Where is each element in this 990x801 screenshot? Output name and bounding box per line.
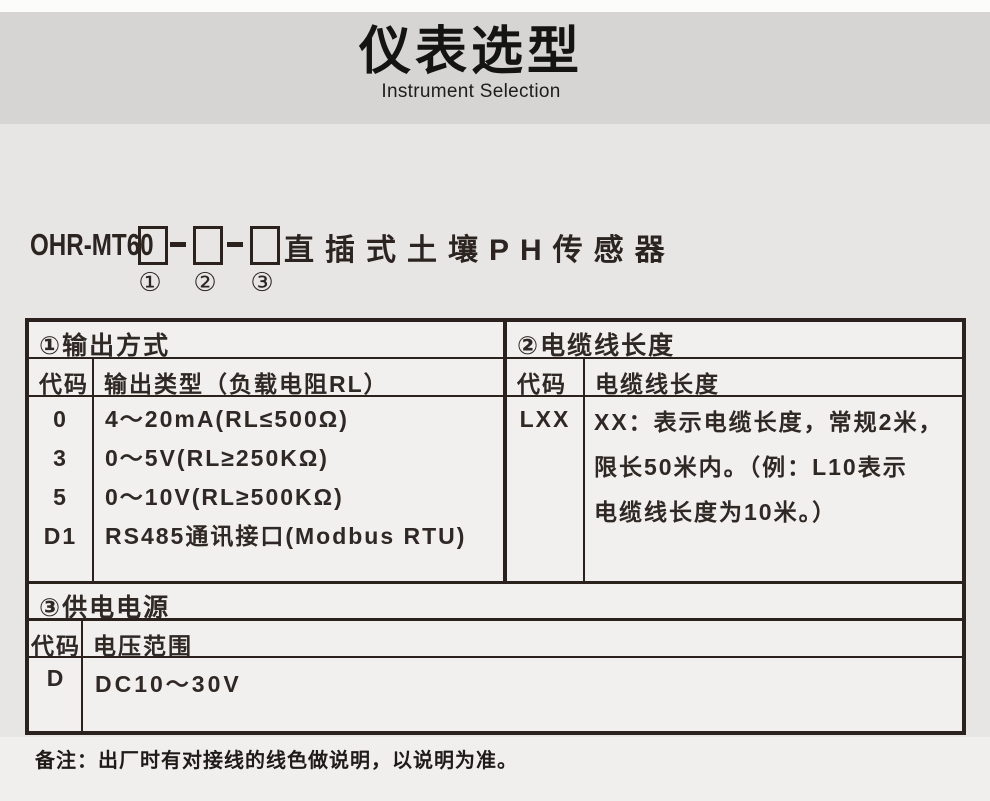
circled-number-3: ③	[250, 267, 274, 297]
circled-number-2: ②	[193, 267, 217, 297]
output-type: RS485通讯接口(Modbus RTU)	[105, 523, 467, 549]
code-value: 5	[53, 484, 68, 510]
cable-desc-line: 限长50米内。（例：L10表示	[594, 454, 908, 480]
bottom-area: 备注：出厂时有对接线的线色做说明，以说明为准。	[0, 737, 990, 801]
section3-header: ③供电电源	[39, 594, 171, 618]
page-subtitle: Instrument Selection	[381, 81, 561, 103]
footnote-text: 出厂时有对接线的线色做说明，以说明为准。	[98, 750, 518, 772]
selection-table: ①输出方式 ②电缆线长度 代码 输出类型（负载电阻RL） 代码 电缆线长度 0 …	[25, 318, 966, 735]
section-header-row: ①输出方式 ②电缆线长度	[29, 322, 962, 359]
code-value: D1	[43, 523, 78, 549]
section1-code-column: 0 3 5 D1	[29, 397, 94, 581]
section3-range-value: DC10～30V	[95, 671, 242, 697]
section3-col-range: 电压范围	[93, 633, 193, 656]
footnote-label: 备注：	[35, 750, 98, 772]
dash-separator-1	[170, 242, 186, 247]
cable-desc-line: 电缆线长度为10米。）	[594, 499, 838, 525]
section3-body-row: D DC10～30V	[29, 658, 962, 731]
section3-column-header-row: 代码 电压范围	[29, 621, 962, 658]
output-type: 4～20mA(RL≤500Ω)	[105, 406, 349, 432]
model-option-box-2	[193, 226, 223, 265]
code-value: 0	[53, 406, 68, 432]
column-header-row: 代码 输出类型（负载电阻RL） 代码 电缆线长度	[29, 359, 962, 397]
cable-desc-line: XX：表示电缆长度，常规2米，	[594, 409, 944, 435]
section1-col-type: 输出类型（负载电阻RL）	[94, 359, 507, 395]
top-white-strip	[0, 0, 990, 12]
section3-code-value: D	[29, 658, 83, 731]
output-type: 0～5V(RL≥250KΩ)	[105, 445, 329, 471]
section2-col-length: 电缆线长度	[595, 371, 720, 395]
section2-desc-column: XX：表示电缆长度，常规2米， 限长50米内。（例：L10表示 电缆线长度为10…	[585, 397, 962, 581]
circled-number-1: ①	[138, 267, 162, 297]
title-band: 仪表选型 Instrument Selection	[0, 12, 990, 124]
output-type: 0～10V(RL≥500KΩ)	[105, 484, 344, 510]
model-option-box-1	[138, 226, 168, 265]
section3-col-code: 代码	[29, 621, 83, 656]
section2-header: ②电缆线长度	[517, 332, 676, 357]
section2-code-value: LXX	[507, 397, 585, 581]
model-code-line: OHR-MT60 直插式土壤PH传感器 ① ② ③	[0, 220, 990, 315]
model-option-box-3	[250, 226, 280, 265]
dash-separator-2	[227, 242, 243, 247]
section2-col-code: 代码	[507, 359, 585, 395]
section3-header-row: ③供电电源	[29, 584, 962, 621]
page-title: 仪表选型	[358, 23, 583, 81]
section1-header: ①输出方式	[29, 322, 507, 357]
model-prefix: OHR-MT60	[30, 227, 154, 262]
footnote: 备注：出厂时有对接线的线色做说明，以说明为准。	[35, 744, 518, 773]
section1-desc-column: 4～20mA(RL≤500Ω) 0～5V(RL≥250KΩ) 0～10V(RL≥…	[94, 397, 507, 581]
code-value: 3	[53, 445, 68, 471]
table-body-row: 0 3 5 D1 4～20mA(RL≤500Ω) 0～5V(RL≥250KΩ) …	[29, 397, 962, 584]
section1-col-code: 代码	[29, 359, 94, 395]
model-product-name: 直插式土壤PH传感器	[284, 234, 676, 267]
